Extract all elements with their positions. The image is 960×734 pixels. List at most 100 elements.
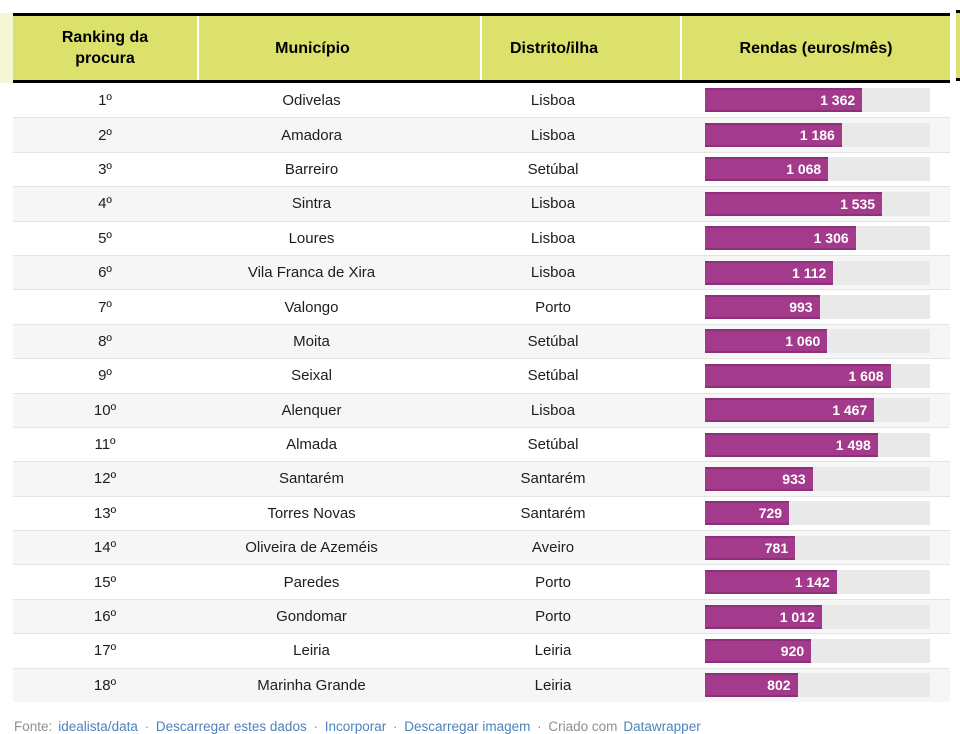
table-row: 9º Seixal Setúbal 1 608 bbox=[13, 358, 950, 393]
municipality-cell: Oliveira de Azeméis bbox=[245, 539, 378, 557]
column-header-municipio[interactable]: Município bbox=[197, 16, 480, 80]
column-header-rendas[interactable]: Rendas (euros/mês) bbox=[680, 16, 950, 80]
rent-bar: 1 608 bbox=[705, 363, 891, 388]
municipality-cell: Barreiro bbox=[284, 160, 339, 178]
district-cell: Setúbal bbox=[527, 332, 579, 350]
column-header-ranking[interactable]: Ranking da procura bbox=[13, 16, 197, 80]
datawrapper-link[interactable]: Datawrapper bbox=[623, 719, 701, 734]
bar-track: 993 bbox=[705, 295, 930, 320]
rent-bar: 993 bbox=[705, 295, 820, 320]
table-row: 10º Alenquer Lisboa 1 467 bbox=[13, 392, 950, 427]
municipality-cell: Marinha Grande bbox=[257, 676, 366, 694]
rent-bar-cell: 729 bbox=[680, 497, 950, 530]
municipality-cell: Odivelas bbox=[282, 91, 341, 109]
bar-track: 1 498 bbox=[705, 432, 930, 457]
bar-track: 802 bbox=[705, 673, 930, 698]
rent-bar-cell: 1 142 bbox=[680, 565, 950, 598]
embed-link[interactable]: Incorporar bbox=[324, 719, 387, 734]
rent-bar: 781 bbox=[705, 535, 796, 560]
municipality-cell: Almada bbox=[286, 436, 337, 454]
rent-bar: 1 112 bbox=[705, 260, 834, 285]
municipality-cell: Amadora bbox=[281, 126, 342, 144]
bar-track: 1 535 bbox=[705, 191, 930, 216]
column-header-rendas-label: Rendas (euros/mês) bbox=[739, 39, 893, 57]
rent-bar-cell: 1 112 bbox=[680, 256, 950, 289]
district-cell: Setúbal bbox=[527, 160, 579, 178]
source-prefix: Fonte: bbox=[14, 719, 53, 734]
rent-bar-cell: 1 068 bbox=[680, 153, 950, 186]
table-row: 4º Sintra Lisboa 1 535 bbox=[13, 186, 950, 221]
table-row: 16º Gondomar Porto 1 012 bbox=[13, 598, 950, 634]
bar-track: 1 060 bbox=[705, 329, 930, 354]
rent-bar: 1 186 bbox=[705, 123, 842, 148]
table-row: 11º Almada Setúbal 1 498 bbox=[13, 426, 950, 462]
table-row: 2º Amadora Lisboa 1 186 bbox=[13, 117, 950, 152]
rank-cell: 12º bbox=[93, 470, 117, 488]
district-cell: Setúbal bbox=[527, 436, 579, 454]
bar-track: 1 467 bbox=[705, 398, 930, 423]
table-row: 18º Marinha Grande Leiria 802 bbox=[13, 667, 950, 703]
rent-bar: 933 bbox=[705, 466, 813, 491]
source-link[interactable]: idealista/data bbox=[58, 719, 138, 734]
municipality-cell: Leiria bbox=[293, 642, 330, 660]
municipality-cell: Valongo bbox=[284, 298, 339, 316]
column-header-municipio-label: Município bbox=[275, 39, 350, 57]
rent-value-label: 1 060 bbox=[785, 333, 821, 350]
rent-bar: 1 498 bbox=[705, 432, 878, 457]
bar-track: 1 012 bbox=[705, 604, 930, 629]
footer-separator: · bbox=[393, 719, 398, 734]
municipality-cell: Santarém bbox=[278, 470, 345, 488]
rent-bar: 1 306 bbox=[705, 226, 856, 251]
left-edge-tint-artifact bbox=[0, 13, 13, 83]
download-data-link[interactable]: Descarregar estes dados bbox=[155, 719, 307, 734]
district-cell: Leiria bbox=[534, 642, 572, 660]
district-cell: Leiria bbox=[534, 676, 572, 694]
district-cell: Santarém bbox=[520, 504, 586, 522]
bar-track: 1 068 bbox=[705, 157, 930, 182]
rent-value-label: 1 306 bbox=[813, 230, 849, 247]
municipality-cell: Paredes bbox=[283, 573, 340, 591]
rank-cell: 10º bbox=[93, 401, 117, 419]
municipality-cell: Vila Franca de Xira bbox=[247, 264, 376, 282]
rent-value-label: 993 bbox=[789, 299, 813, 316]
rank-cell: 5º bbox=[98, 229, 112, 247]
bar-track: 1 112 bbox=[705, 260, 930, 285]
rank-cell: 7º bbox=[98, 298, 112, 316]
table-row: 7º Valongo Porto 993 bbox=[13, 289, 950, 324]
bar-track: 781 bbox=[705, 535, 930, 560]
rent-value-label: 1 498 bbox=[835, 436, 871, 453]
rent-bar: 1 012 bbox=[705, 604, 822, 629]
table-row: 13º Torres Novas Santarém 729 bbox=[13, 495, 950, 531]
rank-cell: 9º bbox=[98, 367, 112, 385]
rent-bar: 802 bbox=[705, 673, 798, 698]
download-image-link[interactable]: Descarregar imagem bbox=[404, 719, 531, 734]
rank-cell: 16º bbox=[93, 608, 117, 626]
rent-bar: 1 467 bbox=[705, 398, 875, 423]
clipped-neighbor-header-artifact bbox=[956, 10, 960, 81]
table-header-row: Ranking da procura Município Distrito/il… bbox=[13, 13, 950, 83]
district-cell: Lisboa bbox=[530, 264, 576, 282]
bar-track: 920 bbox=[705, 638, 930, 663]
table-row: 12º Santarém Santarém 933 bbox=[13, 461, 950, 496]
district-cell: Porto bbox=[535, 573, 571, 591]
rent-bar-cell: 1 186 bbox=[680, 118, 950, 151]
rent-value-label: 1 362 bbox=[820, 92, 856, 109]
rent-value-label: 802 bbox=[767, 677, 791, 694]
column-header-distrito[interactable]: Distrito/ilha bbox=[480, 16, 680, 80]
rent-bar-cell: 1 012 bbox=[680, 600, 950, 633]
bar-track: 729 bbox=[705, 501, 930, 526]
rank-cell: 15º bbox=[93, 573, 117, 591]
rent-bar-cell: 1 608 bbox=[680, 359, 950, 392]
municipality-cell: Seixal bbox=[291, 367, 332, 385]
rent-bar-cell: 781 bbox=[680, 531, 950, 564]
rent-bar: 1 362 bbox=[705, 88, 863, 113]
rent-value-label: 933 bbox=[782, 470, 806, 487]
district-cell: Lisboa bbox=[530, 126, 576, 144]
table-row: 1º Odivelas Lisboa 1 362 bbox=[13, 83, 950, 118]
district-cell: Santarém bbox=[520, 470, 586, 488]
column-header-ranking-label: Ranking da procura bbox=[61, 29, 149, 67]
chart-footer: Fonte: idealista/data · Descarregar estes… bbox=[14, 719, 704, 734]
rank-cell: 18º bbox=[93, 676, 117, 694]
district-cell: Lisboa bbox=[530, 229, 576, 247]
bar-track: 1 306 bbox=[705, 226, 930, 251]
